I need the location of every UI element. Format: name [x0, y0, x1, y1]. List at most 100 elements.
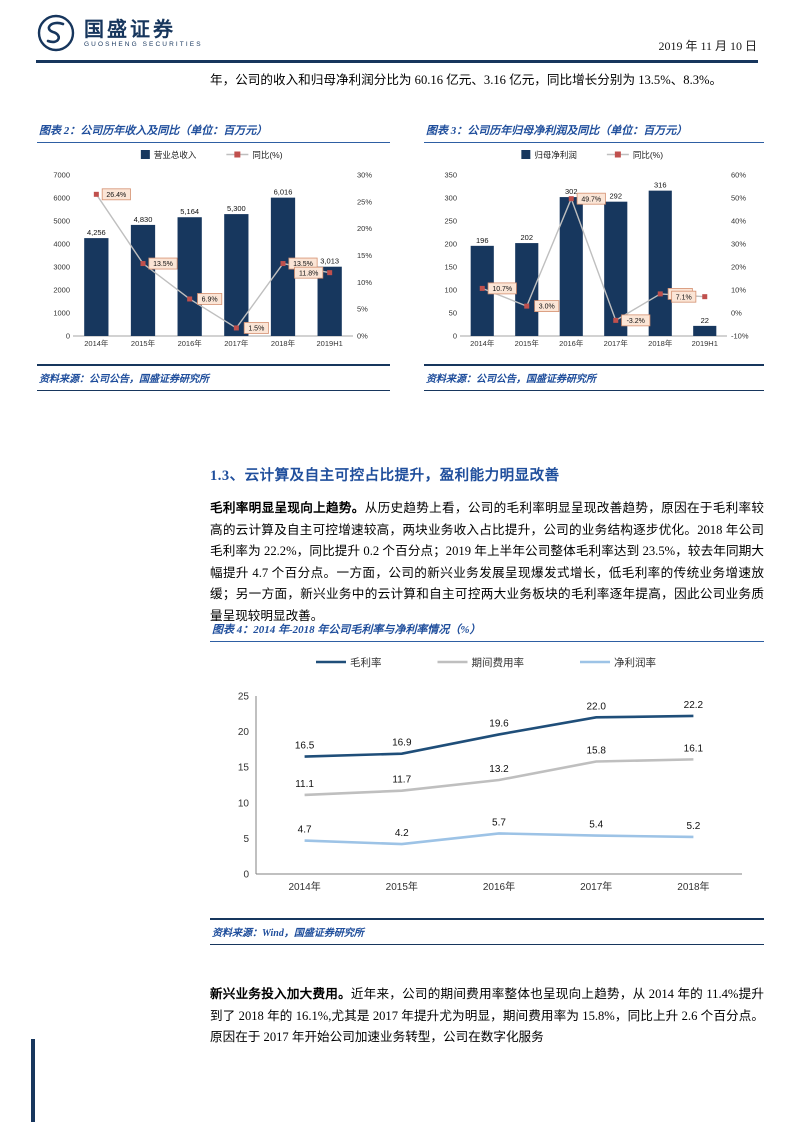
left-margin-rule: [31, 1039, 35, 1122]
svg-text:0: 0: [243, 870, 249, 881]
svg-text:202: 202: [520, 233, 533, 242]
svg-text:10: 10: [238, 798, 250, 809]
svg-text:2014年: 2014年: [470, 338, 495, 348]
svg-text:2015年: 2015年: [515, 338, 540, 348]
svg-text:316: 316: [654, 181, 667, 190]
figure-margin: 图表 4：2014 年-2018 年公司毛利率与净利率情况（%） 毛利率 期间费用…: [210, 620, 764, 945]
svg-text:2018年: 2018年: [271, 338, 296, 348]
svg-text:2016年: 2016年: [559, 338, 584, 348]
svg-text:2000: 2000: [53, 286, 70, 295]
source-label: 资料来源：公司公告，国盛证券研究所: [426, 374, 596, 385]
svg-text:7000: 7000: [53, 171, 70, 180]
svg-text:10.7%: 10.7%: [492, 286, 512, 293]
margin-trend-paragraph: 毛利率明显呈现向上趋势。从历史趋势上看，公司的毛利率明显呈现改善趋势，原因在于毛…: [210, 498, 764, 628]
svg-text:15: 15: [238, 763, 250, 774]
svg-text:2014年: 2014年: [288, 880, 320, 893]
svg-text:16.5: 16.5: [295, 741, 315, 752]
margin-chart: 毛利率 期间费用率 净利润率 0 5 10 15 20 25 2014年 2015年 2016年 201…: [212, 650, 760, 902]
svg-text:2018年: 2018年: [677, 880, 709, 893]
figure-profit-source: 资料来源：公司公告，国盛证券研究所: [424, 364, 764, 391]
svg-text:3,013: 3,013: [320, 257, 339, 266]
svg-text:2014年: 2014年: [84, 338, 109, 348]
svg-text:302: 302: [565, 187, 578, 196]
svg-text:2019H1: 2019H1: [692, 339, 718, 348]
svg-text:6000: 6000: [53, 194, 70, 203]
svg-text:2017年: 2017年: [604, 338, 629, 348]
paragraph-body: 从历史趋势上看，公司的毛利率明显呈现改善趋势，原因在于毛利率较高的云计算及自主可…: [210, 501, 764, 623]
svg-text:16.1: 16.1: [684, 743, 704, 754]
svg-text:13.2: 13.2: [489, 764, 509, 775]
svg-text:2015年: 2015年: [386, 880, 418, 893]
figure-revenue-source: 资料来源：公司公告，国盛证券研究所: [37, 364, 390, 391]
svg-text:4.7: 4.7: [298, 825, 312, 836]
svg-text:60%: 60%: [731, 171, 746, 180]
svg-text:5,164: 5,164: [180, 207, 199, 216]
svg-text:4.2: 4.2: [395, 828, 409, 839]
source-label: 资料来源：公司公告，国盛证券研究所: [39, 374, 209, 385]
svg-text:50%: 50%: [731, 194, 746, 203]
svg-text:22.0: 22.0: [586, 701, 606, 712]
svg-text:0%: 0%: [731, 309, 742, 318]
svg-text:2019H1: 2019H1: [317, 339, 343, 348]
intro-paragraph: 年，公司的收入和归母净利润分比为 60.16 亿元、3.16 亿元，同比增长分别…: [210, 73, 723, 87]
profit-chart: 归母净利润 同比(%) 0 50 100 150 200 250 300 350 -10% 0% 10%…: [424, 145, 764, 360]
svg-text:11.1: 11.1: [295, 779, 314, 790]
paragraph-lead: 毛利率明显呈现向上趋势。: [210, 501, 365, 515]
svg-text:1000: 1000: [53, 309, 70, 318]
svg-text:5.7: 5.7: [492, 817, 506, 828]
figure-profit-caption: 图表 3：公司历年归母净利润及同比（单位：百万元）: [424, 121, 764, 143]
svg-text:16.9: 16.9: [392, 738, 412, 749]
revenue-chart: 营业总收入 同比(%) 0 1000 2000 3000 4000 5000 6000 7000 0…: [37, 145, 390, 360]
svg-text:-10%: -10%: [731, 332, 749, 341]
svg-text:-3.2%: -3.2%: [627, 318, 645, 325]
svg-text:期间费用率: 期间费用率: [472, 656, 525, 669]
svg-text:30%: 30%: [357, 171, 372, 180]
svg-text:10%: 10%: [731, 286, 746, 295]
svg-text:3.0%: 3.0%: [539, 304, 555, 311]
svg-text:5.2: 5.2: [686, 821, 700, 832]
header-rule: [36, 60, 758, 63]
svg-text:5000: 5000: [53, 217, 70, 226]
svg-text:100: 100: [444, 286, 457, 295]
svg-text:292: 292: [609, 192, 622, 201]
svg-text:同比(%): 同比(%): [633, 150, 663, 160]
svg-text:2017年: 2017年: [580, 880, 612, 893]
figure-revenue: 图表 2：公司历年收入及同比（单位：百万元） 营业总收入 同比(%) 0 1000 20…: [37, 121, 390, 391]
svg-text:25%: 25%: [357, 197, 372, 206]
figure-margin-caption: 图表 4：2014 年-2018 年公司毛利率与净利率情况（%）: [210, 620, 764, 642]
svg-text:30%: 30%: [731, 240, 746, 249]
figure-margin-source: 资料来源：Wind，国盛证券研究所: [210, 918, 764, 945]
svg-text:11.8%: 11.8%: [299, 270, 318, 277]
svg-text:归母净利润: 归母净利润: [534, 150, 577, 160]
svg-text:5,300: 5,300: [227, 204, 246, 213]
svg-text:19.6: 19.6: [489, 718, 509, 729]
svg-text:22.2: 22.2: [684, 700, 704, 711]
svg-text:15%: 15%: [357, 251, 372, 260]
paragraph-lead: 新兴业务投入加大费用。: [210, 987, 351, 1001]
svg-text:0: 0: [453, 332, 457, 341]
svg-text:25: 25: [238, 692, 250, 703]
svg-text:5: 5: [243, 834, 249, 845]
svg-text:毛利率: 毛利率: [350, 656, 382, 669]
svg-text:15.8: 15.8: [586, 746, 606, 757]
paragraph-body: 近年来，公司的期间费用率整体也呈现向上趋势，从 2014 年的 11.4%提升到…: [210, 987, 764, 1045]
svg-text:10%: 10%: [357, 278, 372, 287]
svg-text:营业总收入: 营业总收入: [154, 150, 197, 160]
svg-text:0: 0: [66, 332, 70, 341]
svg-text:2016年: 2016年: [178, 338, 203, 348]
svg-text:4,830: 4,830: [134, 215, 153, 224]
svg-text:6.9%: 6.9%: [202, 297, 218, 304]
svg-text:6,016: 6,016: [274, 188, 293, 197]
svg-text:22: 22: [701, 316, 709, 325]
svg-text:3000: 3000: [53, 263, 70, 272]
svg-text:11.7: 11.7: [392, 775, 411, 786]
svg-text:250: 250: [444, 217, 457, 226]
svg-text:49.7%: 49.7%: [581, 196, 601, 203]
svg-text:20%: 20%: [357, 224, 372, 233]
svg-text:20%: 20%: [731, 263, 746, 272]
svg-text:13.5%: 13.5%: [293, 261, 313, 268]
svg-text:2015年: 2015年: [131, 338, 156, 348]
source-label: 资料来源：Wind，国盛证券研究所: [212, 928, 364, 939]
svg-text:4000: 4000: [53, 240, 70, 249]
